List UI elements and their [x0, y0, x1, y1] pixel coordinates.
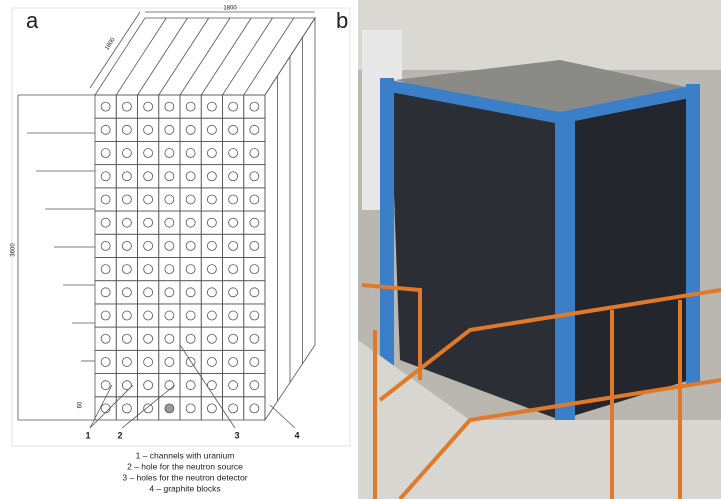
panel-label: b — [336, 8, 348, 33]
page: {"panels": {"a": "a", "b": "b"}, "dimens… — [0, 0, 721, 499]
dimension-label: 60 — [78, 401, 84, 408]
callout: 3 — [234, 430, 239, 440]
dimension-label: 3600 — [11, 243, 17, 257]
legend-item: 4 – graphite blocks — [149, 483, 220, 493]
channel — [165, 404, 174, 413]
legend-item: 3 – holes for the neutron detector — [122, 472, 247, 482]
drawing-frame — [12, 8, 350, 446]
legend-item: 2 – hole for the neutron source — [127, 461, 243, 471]
callout: 4 — [294, 430, 299, 440]
callout: 2 — [117, 430, 122, 440]
figure: a b 1800 1800 3600 60 1 2 3 4 1 – channe… — [0, 0, 721, 499]
photo — [358, 0, 721, 499]
callout: 1 — [85, 430, 90, 440]
wall — [358, 0, 721, 70]
legend-item: 1 – channels with uranium — [136, 450, 235, 460]
panel-label: a — [26, 8, 39, 33]
dimension-label: 1800 — [223, 6, 237, 12]
